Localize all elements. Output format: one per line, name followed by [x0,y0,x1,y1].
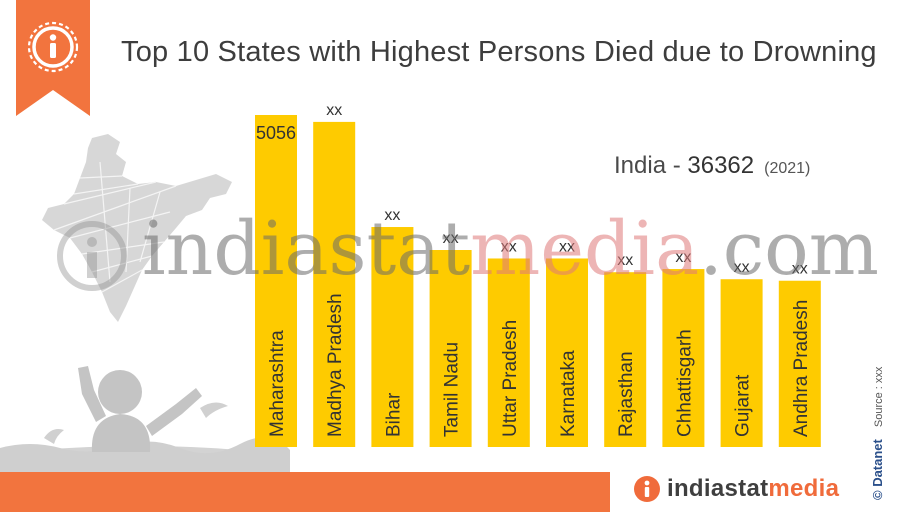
data-label-tamil-nadu: xx [443,230,459,247]
title-ribbon [16,0,90,116]
footer-brand-part1: indiastat [667,475,769,502]
data-label-madhya-pradesh: xx [326,102,342,119]
category-label-andhra-pradesh: Andhra Pradesh [791,300,812,437]
footer-brand-part2: media [768,475,840,502]
india-total-year: (2021) [764,160,811,177]
watermark-part2: media [470,206,700,292]
data-label-chhattisgarh: xx [675,249,691,266]
credits: © Datanet Source : xxx [870,367,885,500]
chart-title: Top 10 States with Highest Persons Died … [121,36,877,68]
bar-maharashtra [255,115,297,447]
data-label-uttar-pradesh: xx [501,238,517,255]
category-label-rajasthan: Rajasthan [616,351,637,437]
category-label-gujarat: Gujarat [733,374,754,437]
data-label-maharashtra: 5056 [256,123,296,143]
footer-brand: indiastatmedia [667,475,839,503]
category-label-karnataka: Karnataka [558,350,579,437]
category-label-uttar-pradesh: Uttar Pradesh [500,320,521,437]
category-label-chhattisgarh: Chhattisgarh [674,329,695,437]
data-label-gujarat: xx [734,259,750,276]
watermark-text: indiastatmedia.com [142,212,879,286]
data-label-karnataka: xx [559,238,575,255]
bar-karnataka [546,258,588,447]
category-label-tamil-nadu: Tamil Nadu [442,342,463,437]
bar-bihar [371,227,414,447]
bar-gujarat [720,279,763,447]
watermark-part1: indiastat [142,206,471,292]
india-total: India - 36362 (2021) [614,152,810,180]
india-total-value: 36362 [687,152,755,179]
info-icon [27,21,79,73]
credit-source: Source : xxx [873,366,885,428]
info-icon [634,476,660,502]
india-map-icon [42,134,232,322]
bar-rajasthan [604,272,647,447]
drowning-child-icon [0,366,290,478]
credit-brand: © Datanet [870,439,885,500]
bar-uttar-pradesh [487,258,530,447]
category-label-bihar: Bihar [383,392,404,437]
bars: 5056 Maharashtra xx Madhya Pradesh xx Bihar xx… [255,102,821,447]
bar-chhattisgarh [662,269,705,447]
category-label-maharashtra: Maharashtra [267,330,288,437]
bar-andhra-pradesh [778,280,821,447]
data-label-rajasthan: xx [617,252,633,269]
bottom-bar [0,472,610,512]
watermark-part3: .com [699,206,879,292]
data-label-bihar: xx [384,207,400,224]
bar-tamil-nadu [429,250,472,447]
footer-logo: indiastatmedia [633,474,839,504]
watermark-logo [57,221,127,291]
india-total-label: India - [614,152,688,179]
bar-madhya-pradesh [313,121,356,447]
data-label-andhra-pradesh: xx [792,261,808,278]
category-label-madhya-pradesh: Madhya Pradesh [325,293,346,437]
